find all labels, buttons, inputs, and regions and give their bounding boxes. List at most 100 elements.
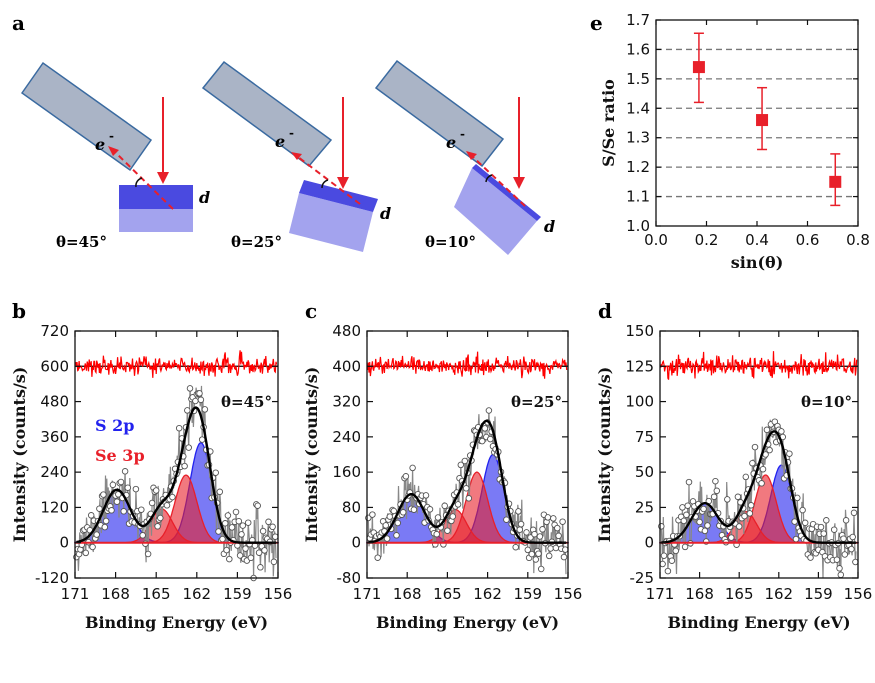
data-point <box>87 512 95 519</box>
data-point <box>523 529 530 536</box>
data-point <box>184 407 191 414</box>
data-point <box>96 505 103 512</box>
panel-letter-d: d <box>598 299 612 323</box>
electron-charge-25: - <box>289 126 294 140</box>
data-point <box>109 481 117 489</box>
data-point <box>794 494 801 502</box>
data-point <box>801 519 809 527</box>
data-point <box>221 520 229 527</box>
data-point <box>724 496 731 503</box>
data-point <box>121 468 129 475</box>
detector-10 <box>374 59 505 168</box>
y-tick-label: 1.4 <box>626 99 650 117</box>
data-point <box>833 556 841 563</box>
x-tick-label: 162 <box>764 585 793 603</box>
xray-arrowhead-10 <box>513 177 525 189</box>
data-point <box>132 485 140 493</box>
x-tick-label: 0.4 <box>745 231 769 249</box>
data-point <box>89 543 96 551</box>
legend-s2p: S 2p <box>95 416 134 435</box>
chart-spectrum-25: -80 0 80 160 240 320 400 480 171 168 165 162 159 156 B… <box>302 322 582 632</box>
chart-spectrum-10: -25 0 25 50 75 100 125 150 171 168 165 162 159 156 Bin… <box>595 322 872 632</box>
data-point <box>383 535 391 542</box>
depth-label-10: d <box>544 217 555 236</box>
data-point <box>399 509 407 516</box>
electron-label-25: e <box>275 132 285 151</box>
theta-label-25: θ=25° <box>231 233 282 251</box>
data-point <box>196 390 203 397</box>
sample-bottom-25 <box>289 193 373 252</box>
data-point <box>236 552 244 559</box>
data-point <box>192 397 199 405</box>
data-point <box>152 487 160 494</box>
data-point <box>409 464 416 472</box>
data-point <box>100 491 107 498</box>
electron-arrowhead-45 <box>108 146 119 156</box>
data-point <box>528 550 536 558</box>
y-tick-label: 50 <box>635 463 654 481</box>
y-tick-label: 360 <box>40 428 69 446</box>
data-point <box>120 508 127 515</box>
y-tick-label: 1.1 <box>626 188 650 206</box>
y-tick-label: 1.7 <box>626 11 650 29</box>
data-point <box>817 523 825 531</box>
data-point <box>539 526 546 533</box>
data-point <box>228 524 236 531</box>
envelope-fit <box>368 419 566 544</box>
data-point <box>410 506 418 513</box>
y-tick-label: 480 <box>332 322 361 340</box>
data-point <box>185 444 192 451</box>
data-point <box>139 532 146 539</box>
detector-25 <box>201 60 333 168</box>
data-point <box>766 446 773 454</box>
data-point <box>515 508 522 515</box>
x-tick-label: 165 <box>433 585 462 603</box>
data-point <box>836 565 843 572</box>
data-point <box>786 450 793 457</box>
sample-top-10 <box>472 164 541 221</box>
envelope-fit <box>661 430 856 544</box>
x-tick-label: 168 <box>393 585 422 603</box>
detector-45 <box>20 61 153 172</box>
data-point <box>713 487 721 495</box>
data-point <box>850 509 858 517</box>
x-tick-label: 0.2 <box>695 231 719 249</box>
y-axis-label: Intensity (counts/s) <box>10 367 29 543</box>
data-point <box>115 491 122 498</box>
xray-arrowhead-25 <box>337 177 349 189</box>
data-point <box>660 552 668 559</box>
data-point <box>756 114 769 127</box>
data-point <box>672 547 680 555</box>
data-point <box>799 506 806 514</box>
data-point <box>692 61 705 74</box>
data-point <box>433 530 440 538</box>
data-point <box>102 517 110 525</box>
data-point <box>157 514 164 522</box>
data-point <box>792 535 800 543</box>
data-point <box>830 526 838 533</box>
data-point <box>215 528 222 535</box>
data-point <box>235 517 243 525</box>
theta-label-45: θ=45° <box>56 233 107 251</box>
data-point <box>186 385 194 392</box>
data-point <box>683 511 690 519</box>
depth-label-25: d <box>380 204 391 223</box>
plot-frame <box>659 330 859 579</box>
data-point <box>386 513 394 520</box>
y-tick-label: 1.5 <box>626 70 650 88</box>
data-point <box>778 428 785 435</box>
data-point <box>758 480 765 487</box>
data-point <box>238 531 245 538</box>
data-point <box>751 443 759 451</box>
data-point <box>212 469 219 476</box>
data-point <box>685 478 693 486</box>
data-point <box>197 396 205 404</box>
x-tick-label: 171 <box>646 585 675 603</box>
x-tick-label: 159 <box>513 585 542 603</box>
data-point <box>394 519 402 527</box>
electron-path-10 <box>472 156 526 207</box>
y-tick-label: 100 <box>625 393 654 411</box>
data-point <box>560 553 568 561</box>
data-point <box>201 406 209 413</box>
sample-top-25 <box>299 180 378 212</box>
